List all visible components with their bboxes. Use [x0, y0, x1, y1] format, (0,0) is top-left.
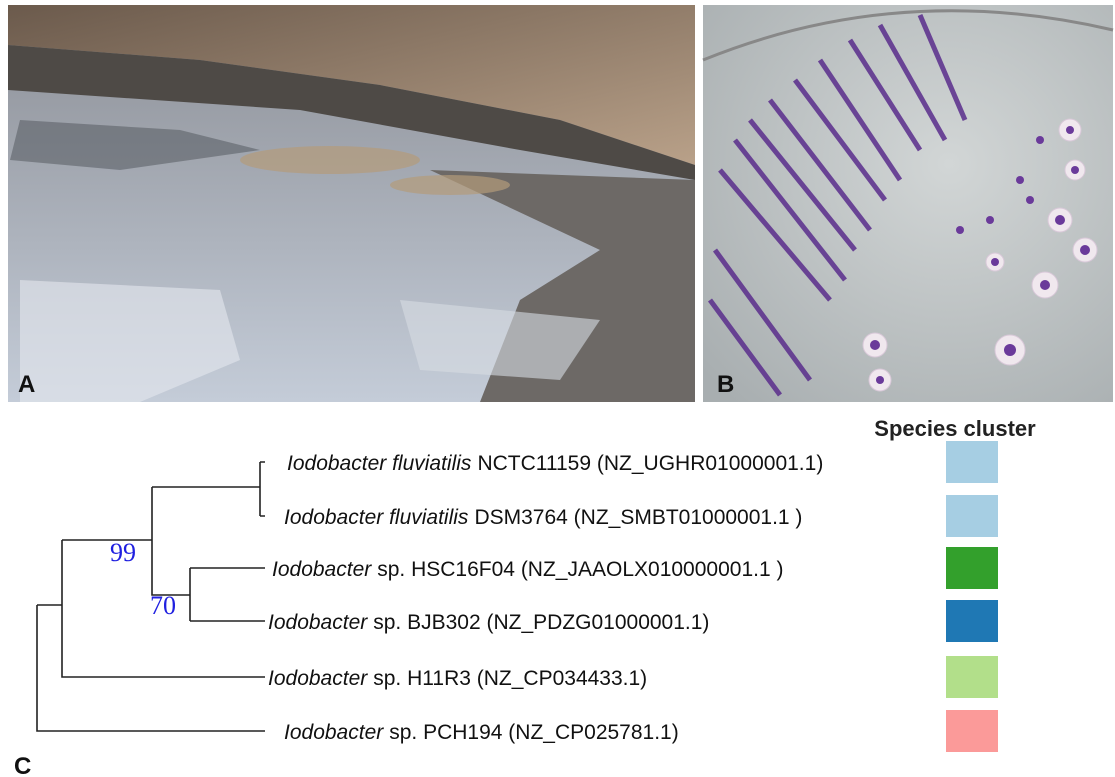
strain: DSM3764 (NZ_SMBT01000001.1 ): [474, 506, 802, 529]
photo-b: [703, 5, 1113, 402]
figure: A B 99 70 Species cluste: [0, 0, 1115, 777]
strain: sp. HSC16F04 (NZ_JAAOLX010000001.1 ): [377, 558, 783, 581]
cluster-box: [946, 710, 998, 752]
species-name: Iodobacter fluviatilis: [287, 452, 472, 475]
bootstrap-value: 99: [110, 538, 136, 567]
species-name: Iodobacter fluviatilis: [284, 506, 469, 529]
strain: sp. H11R3 (NZ_CP034433.1): [373, 667, 647, 690]
legend-title: Species cluster: [874, 416, 1036, 441]
strain: sp. BJB302 (NZ_PDZG01000001.1): [373, 611, 709, 634]
cluster-box: [946, 495, 998, 537]
panel-label: B: [717, 371, 734, 398]
species-name: Iodobacter: [268, 611, 368, 634]
cluster-box: [946, 600, 998, 642]
panel-label: C: [14, 753, 31, 777]
cluster-box: [946, 441, 998, 483]
photo-a: [8, 5, 695, 402]
bootstrap-value: 70: [150, 591, 176, 620]
cluster-box: [946, 656, 998, 698]
species-name: Iodobacter: [272, 558, 372, 581]
species-name: Iodobacter: [268, 667, 368, 690]
species-name: Iodobacter: [284, 721, 384, 744]
cluster-box: [946, 547, 998, 589]
strain: sp. PCH194 (NZ_CP025781.1): [389, 721, 678, 744]
panel-label: A: [18, 371, 35, 398]
strain: NCTC11159 (NZ_UGHR01000001.1): [477, 452, 823, 475]
